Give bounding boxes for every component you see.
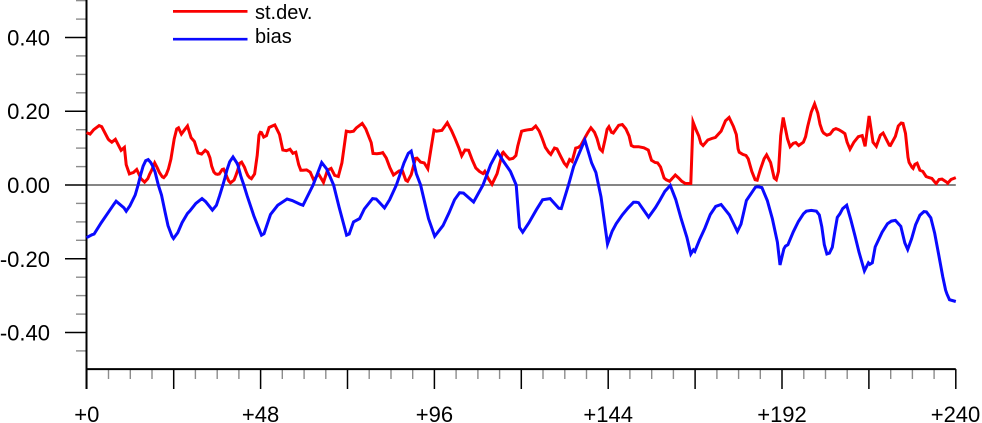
svg-text:+48: +48 [242,402,279,423]
svg-text:+240: +240 [931,402,981,423]
svg-text:+192: +192 [757,402,807,423]
svg-text:bias: bias [255,26,292,48]
svg-text:0.00: 0.00 [7,173,50,198]
svg-text:+0: +0 [74,402,99,423]
svg-text:+144: +144 [583,402,633,423]
svg-text:-0.40: -0.40 [0,321,50,346]
svg-text:0.20: 0.20 [7,99,50,124]
svg-text:st.dev.: st.dev. [255,2,312,24]
svg-text:+96: +96 [416,402,453,423]
svg-text:0.40: 0.40 [7,26,50,51]
svg-text:-0.20: -0.20 [0,247,50,272]
